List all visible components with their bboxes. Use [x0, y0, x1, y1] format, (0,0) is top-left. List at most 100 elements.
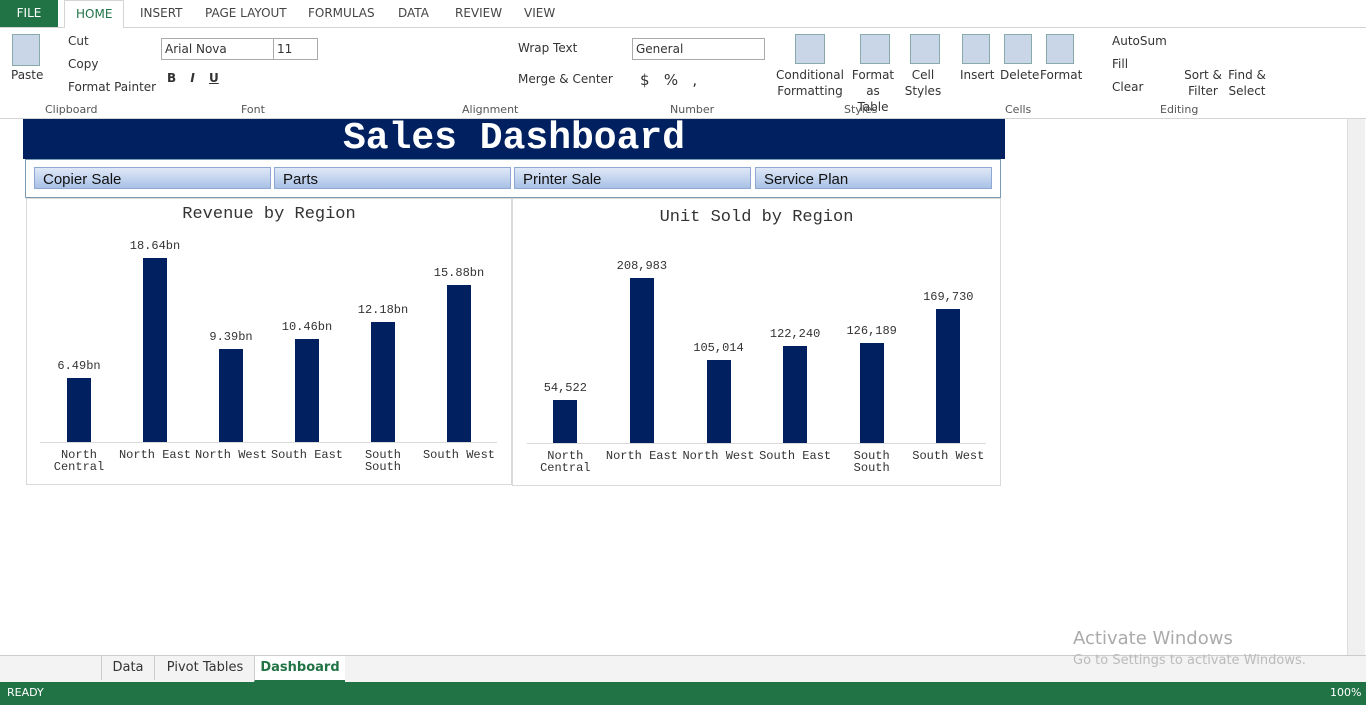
group-label: Clipboard: [45, 103, 98, 116]
bar: [447, 285, 471, 442]
group-label: Number: [670, 103, 715, 116]
x-tick-label: North East: [118, 448, 191, 462]
data-label: 15.88bn: [433, 266, 485, 281]
format-as-table-button[interactable]: Format as Table: [851, 68, 895, 114]
group-label: Cells: [1005, 103, 1032, 116]
font-size[interactable]: 11: [273, 38, 318, 60]
autosum-button[interactable]: AutoSum: [1112, 34, 1167, 48]
fill-button[interactable]: Fill: [1112, 57, 1129, 71]
ribbon-tab[interactable]: INSERT: [140, 6, 183, 20]
data-label: 126,189: [846, 324, 897, 339]
format-button[interactable]: Format: [1040, 68, 1083, 82]
data-label: 208,983: [616, 259, 668, 273]
group-label: Styles: [844, 103, 878, 116]
icon: [860, 34, 890, 64]
find-select-button[interactable]: Find & Select: [1228, 68, 1266, 98]
x-tick-label: South South: [364, 448, 401, 474]
ribbon-tab[interactable]: FORMULAS: [308, 6, 375, 20]
bar: [371, 321, 395, 442]
bar: [67, 377, 91, 442]
data-label: 105,014: [693, 341, 744, 356]
bar: [859, 343, 884, 443]
x-tick-label: South East: [270, 448, 343, 462]
status-ready: READY: [7, 686, 44, 699]
number-buttons: $ % ,: [640, 71, 698, 89]
x-tick-label: South South: [853, 449, 890, 475]
zoom-level[interactable]: 100%: [1330, 686, 1362, 699]
data-label: 6.49bn: [57, 358, 101, 373]
slicer-button[interactable]: Parts: [274, 167, 511, 189]
cell-styles-button[interactable]: Cell Styles: [904, 68, 942, 98]
bar: [629, 278, 654, 443]
icon: [910, 34, 940, 64]
sheet-tab[interactable]: Pivot Tables: [154, 656, 255, 680]
font-style-buttons: B I U: [167, 71, 219, 85]
ribbon-tab[interactable]: DATA: [398, 6, 429, 20]
x-tick-label: North East: [605, 449, 678, 463]
conditional-formatting-button[interactable]: Conditional Formatting: [776, 68, 844, 98]
watermark: Activate Windows: [1073, 628, 1233, 649]
sheet-tab[interactable]: Data: [101, 656, 154, 680]
clear-button[interactable]: Clear: [1112, 80, 1144, 94]
data-label: 54,522: [543, 380, 587, 395]
paste-button[interactable]: Paste: [11, 68, 44, 82]
wrap-text-button[interactable]: Wrap Text: [518, 41, 578, 55]
x-tick-label: South West: [422, 448, 495, 462]
data-label: 10.46bn: [281, 319, 333, 334]
sort-filter-button[interactable]: Sort & Filter: [1184, 68, 1222, 98]
data-label: 12.18bn: [357, 302, 409, 317]
chart-frame: [26, 198, 512, 485]
ribbon-tab[interactable]: PAGE LAYOUT: [205, 6, 287, 20]
slicer-button[interactable]: Printer Sale: [514, 167, 751, 189]
x-tick-label: South West: [912, 449, 985, 463]
data-label: 18.64bn: [129, 239, 181, 253]
font-name[interactable]: Arial Nova: [161, 38, 274, 60]
file-tab[interactable]: FILE: [0, 0, 58, 27]
ribbon-tab[interactable]: VIEW: [524, 6, 556, 20]
bar: [143, 258, 167, 442]
x-tick-label: North Central: [540, 449, 591, 475]
ribbon: [0, 28, 1366, 119]
bar: [936, 308, 961, 443]
sheet-tabs-bar: [0, 655, 1366, 682]
data-label: 122,240: [769, 327, 821, 342]
data-label: 9.39bn: [209, 330, 253, 345]
number-format[interactable]: General: [632, 38, 765, 60]
copy-button[interactable]: Copy: [68, 57, 99, 71]
slicer-panel: [25, 159, 1001, 198]
x-tick-label: North West: [682, 449, 755, 463]
dashboard-title: Sales Dashboard: [23, 119, 1005, 159]
ribbon-tab[interactable]: REVIEW: [455, 6, 503, 20]
paste-icon: [12, 34, 40, 66]
group-label: Font: [241, 103, 265, 116]
icon: [1046, 34, 1074, 64]
delete-button[interactable]: Delete: [1000, 68, 1040, 82]
bar: [295, 338, 319, 442]
chart-title: Unit Sold by Region: [659, 208, 854, 227]
icon: [962, 34, 990, 64]
format-painter-button[interactable]: Format Painter: [68, 80, 157, 94]
tab-bar: [0, 0, 1366, 28]
data-label: 169,730: [923, 289, 974, 304]
watermark: Go to Settings to activate Windows.: [1073, 653, 1306, 668]
group-label: Alignment: [462, 103, 519, 116]
bar: [553, 399, 578, 443]
bar: [783, 346, 808, 443]
group-label: Editing: [1160, 103, 1199, 116]
slicer-button[interactable]: Copier Sale: [34, 167, 271, 189]
status-bar: [0, 682, 1366, 705]
merge-center-button[interactable]: Merge & Center: [518, 72, 613, 86]
x-axis-line: [40, 442, 497, 443]
chart-title: Revenue by Region: [182, 205, 356, 224]
icon: [1004, 34, 1032, 64]
x-axis-line: [527, 443, 986, 444]
vertical-scrollbar[interactable]: [1347, 119, 1365, 655]
chart-frame: [512, 198, 1001, 486]
sheet-tab[interactable]: Dashboard: [254, 656, 345, 682]
insert-button[interactable]: Insert: [960, 68, 995, 82]
cut-button[interactable]: Cut: [68, 34, 89, 48]
ribbon-tab[interactable]: HOME: [64, 0, 125, 29]
slicer-button[interactable]: Service Plan: [755, 167, 992, 189]
x-tick-label: North West: [194, 448, 267, 462]
